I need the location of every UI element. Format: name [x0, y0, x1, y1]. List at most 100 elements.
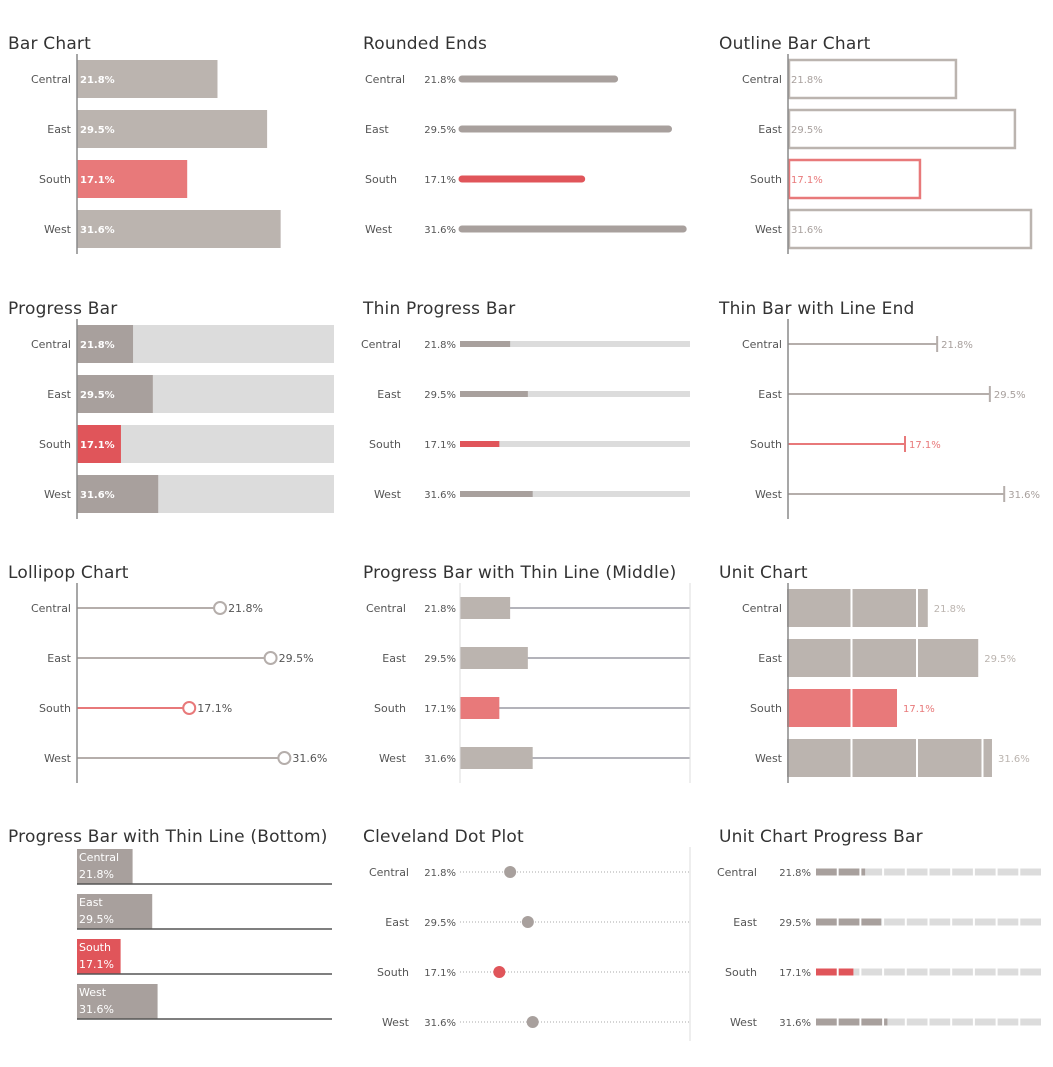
value-label-west: 31.6%	[791, 225, 823, 236]
bar-west	[77, 475, 159, 513]
track-unit-central-8	[997, 868, 1019, 876]
dot-east	[521, 916, 534, 928]
fill-unit-west-2	[861, 1018, 883, 1026]
bar-east	[460, 391, 528, 397]
value-label-central: 21.8%	[80, 75, 115, 86]
panel-thin-line-bottom: Progress Bar with Thin Line (Bottom) Cen…	[0, 807, 345, 1067]
bar-east	[77, 110, 268, 148]
panel-title: Bar Chart	[8, 34, 91, 54]
track-unit-east-8	[997, 918, 1019, 926]
value-label-east: 29.5%	[424, 654, 456, 665]
bar-west	[787, 208, 1033, 250]
category-label-west: West	[755, 223, 783, 236]
track-unit-central-2	[861, 868, 883, 876]
value-label-south: 17.1%	[424, 704, 456, 715]
category-label-east: East	[79, 896, 103, 909]
category-label-east: East	[377, 388, 401, 401]
track-unit-central-5	[929, 868, 951, 876]
bar-central	[77, 60, 218, 98]
unit-block-south-0	[787, 689, 851, 727]
value-label-south: 17.1%	[79, 958, 114, 971]
category-label-east: East	[47, 652, 71, 665]
track-unit-east-9	[1020, 918, 1041, 926]
category-label-south: South	[750, 173, 782, 186]
progress-bar-plot: Central 21.8% East 29.5% South 17.1% West 31.6%	[31, 319, 334, 519]
bar-central	[460, 341, 511, 347]
category-label-west: West	[79, 986, 107, 999]
panel-title: Progress Bar	[8, 299, 118, 319]
value-label-west: 31.6%	[424, 490, 456, 501]
outline-bar-chart-plot: Central 21.8% East 29.5% South 17.1% West 31.6%	[742, 54, 1033, 254]
value-label-central: 21.8%	[424, 75, 456, 86]
value-label-east: 29.5%	[424, 125, 456, 136]
bar-central	[77, 325, 134, 363]
panel-thin-bar-line-end: Thin Bar with Line End Central 21.8% East 2…	[711, 279, 1053, 539]
bar-west	[460, 747, 533, 769]
category-label-south: South	[39, 702, 71, 715]
track-unit-south-3	[884, 968, 905, 976]
category-label-east: East	[758, 388, 782, 401]
bar-south	[77, 160, 188, 198]
panel-unit-chart-progress-bar: Unit Chart Progress Bar Central 21.8% East…	[711, 807, 1053, 1067]
value-label-south: 17.1%	[909, 440, 941, 451]
value-label-south: 17.1%	[791, 175, 823, 186]
thin-line-middle-plot: Central 21.8% East 29.5% South 17.1% West 31.6%	[366, 583, 691, 783]
fill-unit-east-0	[816, 918, 837, 926]
track-unit-west-6	[952, 1018, 973, 1026]
panel-progress-bar: Progress Bar Central 21.8% East 29.5% South 1…	[0, 279, 345, 539]
panel-title: Unit Chart Progress Bar	[719, 827, 923, 847]
category-label-central: Central	[742, 602, 782, 615]
value-label-central: 21.8%	[941, 340, 973, 351]
category-label-west: West	[755, 488, 783, 501]
lollipop-chart-plot: Central 21.8% East 29.5% South 17.1% West 31.6%	[31, 583, 327, 783]
unit-block-central-2	[918, 589, 928, 627]
category-label-central: Central	[31, 338, 71, 351]
value-label-east: 29.5%	[984, 654, 1016, 665]
category-label-west: West	[44, 223, 72, 236]
dot-west	[277, 751, 292, 765]
fill-unit-south-1	[838, 968, 854, 976]
category-label-east: East	[47, 388, 71, 401]
value-label-west: 31.6%	[1008, 490, 1040, 501]
value-label-west: 31.6%	[80, 225, 115, 236]
value-label-east: 29.5%	[424, 918, 456, 929]
panel-title: Cleveland Dot Plot	[363, 827, 524, 847]
category-label-south: South	[374, 702, 406, 715]
value-label-east: 29.5%	[424, 390, 456, 401]
bar-east	[787, 108, 1017, 150]
category-label-central: Central	[742, 338, 782, 351]
track-unit-west-7	[974, 1018, 996, 1026]
panel-thin-line-middle: Progress Bar with Thin Line (Middle) Cen…	[355, 543, 700, 803]
category-label-west: West	[365, 223, 393, 236]
value-label-central: 21.8%	[79, 868, 114, 881]
category-label-central: Central	[365, 73, 405, 86]
category-label-central: Central	[31, 73, 71, 86]
value-label-west: 31.6%	[424, 1018, 456, 1029]
unit-block-east-1	[852, 639, 916, 677]
category-label-west: West	[755, 752, 783, 765]
bar-central	[77, 849, 133, 884]
value-label-central: 21.8%	[934, 604, 966, 615]
bar-south	[77, 425, 121, 463]
category-label-east: East	[382, 652, 406, 665]
track-unit-central-3	[884, 868, 905, 876]
value-label-west: 31.6%	[424, 225, 456, 236]
category-label-central: Central	[717, 866, 757, 879]
category-label-south: South	[750, 438, 782, 451]
category-label-west: West	[382, 1016, 410, 1029]
track-unit-central-7	[974, 868, 996, 876]
value-label-west: 31.6%	[998, 754, 1030, 765]
fill-unit-west-0	[816, 1018, 837, 1026]
category-label-east: East	[758, 652, 782, 665]
track-unit-south-7	[974, 968, 996, 976]
bar-west	[460, 491, 533, 497]
category-label-central: Central	[361, 338, 401, 351]
track-unit-west-8	[997, 1018, 1019, 1026]
fill-unit-east-2	[861, 918, 882, 926]
value-label-east: 29.5%	[79, 913, 114, 926]
category-label-west: West	[374, 488, 402, 501]
track-unit-east-4	[906, 918, 928, 926]
category-label-east: East	[385, 916, 409, 929]
value-label-east: 29.5%	[779, 918, 811, 929]
value-label-south: 17.1%	[80, 175, 115, 186]
